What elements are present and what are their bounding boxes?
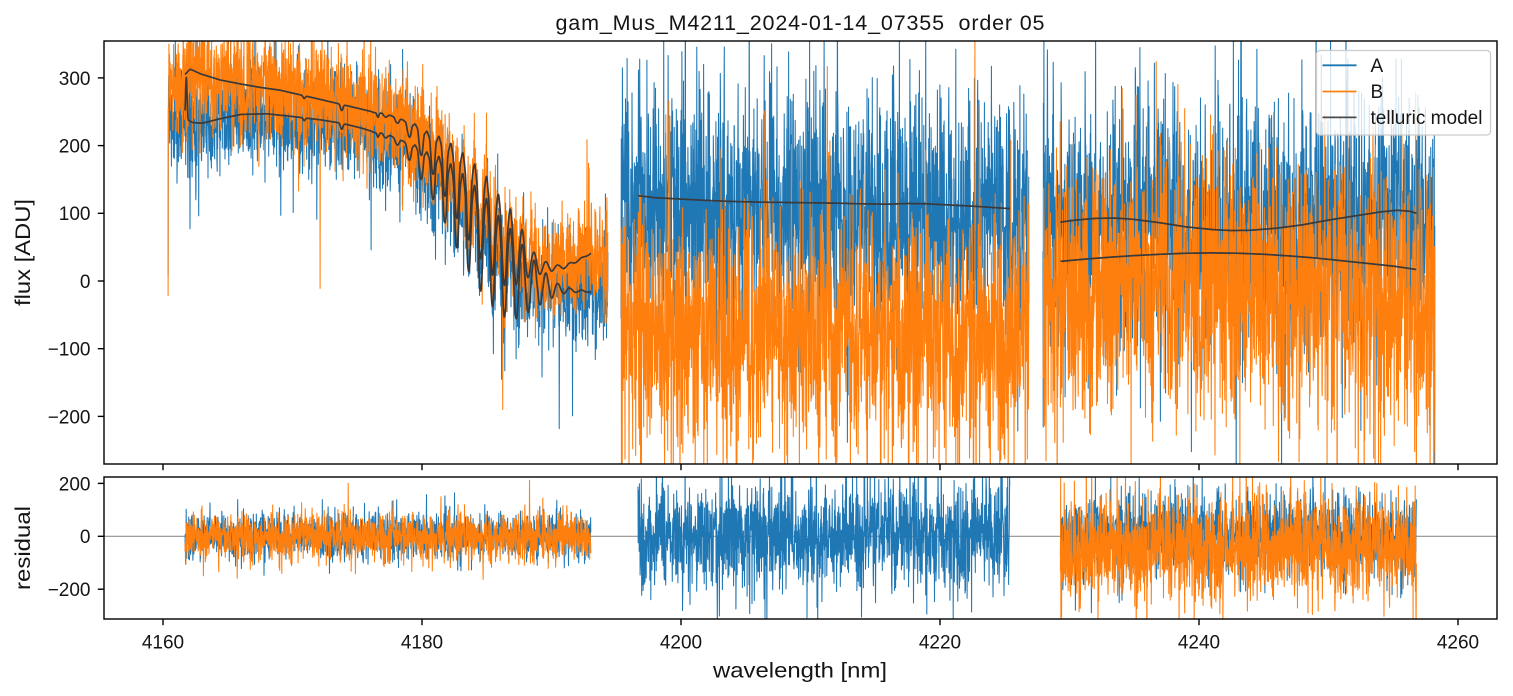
svg-text:0: 0 <box>80 527 91 548</box>
svg-text:300: 300 <box>59 69 91 90</box>
svg-text:−200: −200 <box>48 407 91 428</box>
svg-text:A: A <box>1371 56 1384 77</box>
svg-text:gam_Mus_M4211_2024-01-14_07355: gam_Mus_M4211_2024-01-14_07355 order 05 <box>556 11 1045 35</box>
svg-text:wavelength [nm]: wavelength [nm] <box>712 659 887 683</box>
svg-text:4260: 4260 <box>1437 633 1479 654</box>
svg-text:residual: residual <box>11 506 35 590</box>
svg-text:4220: 4220 <box>919 633 961 654</box>
svg-text:B: B <box>1371 82 1384 103</box>
svg-text:−200: −200 <box>48 580 91 601</box>
svg-text:200: 200 <box>59 474 91 495</box>
svg-text:200: 200 <box>59 137 91 158</box>
svg-text:100: 100 <box>59 204 91 225</box>
svg-text:4240: 4240 <box>1178 633 1220 654</box>
svg-text:telluric model: telluric model <box>1371 108 1483 129</box>
svg-text:4200: 4200 <box>660 633 702 654</box>
svg-text:4180: 4180 <box>401 633 443 654</box>
svg-text:0: 0 <box>80 272 91 293</box>
svg-text:4160: 4160 <box>142 633 184 654</box>
svg-text:−100: −100 <box>48 340 91 361</box>
svg-text:flux [ADU]: flux [ADU] <box>11 199 35 306</box>
